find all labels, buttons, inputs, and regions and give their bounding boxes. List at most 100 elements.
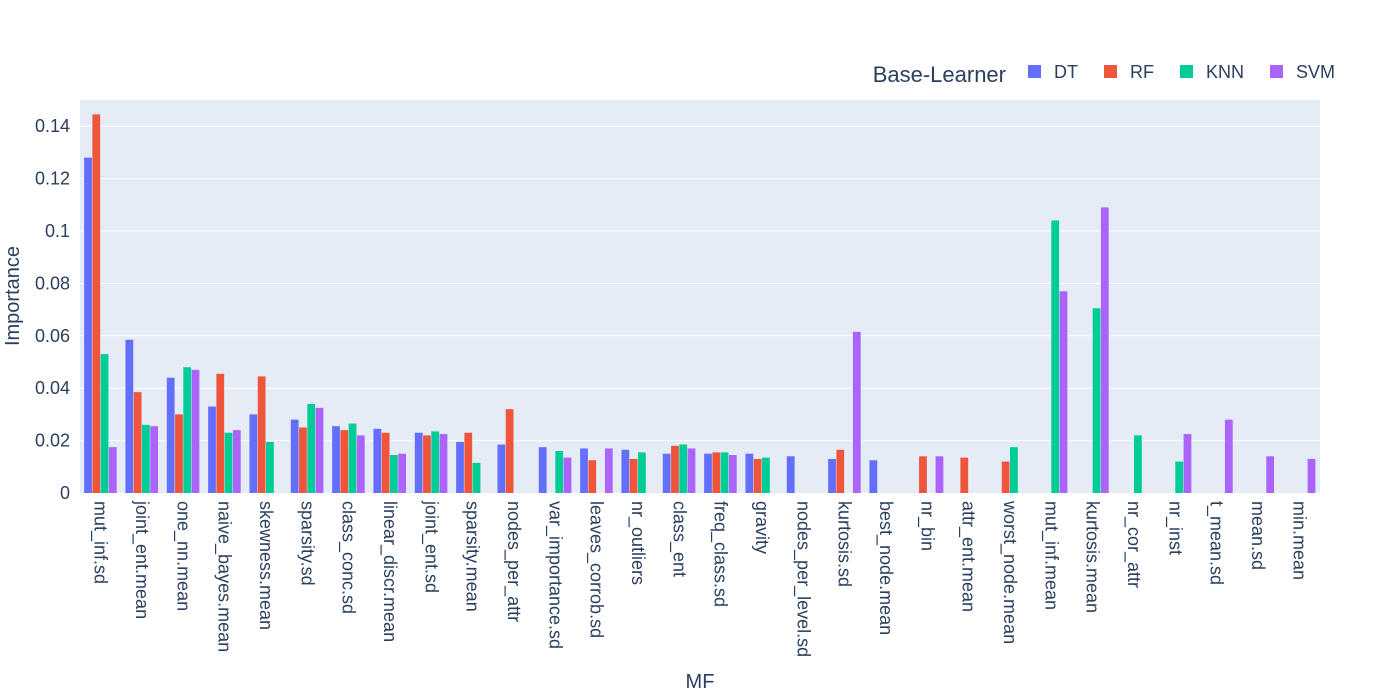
bar-rf-class-conc-sd[interactable] <box>340 430 349 493</box>
bar-svm-joint-ent-mean[interactable] <box>150 426 159 493</box>
bar-dt-mut-inf-sd[interactable] <box>84 157 92 493</box>
bar-dt-kurtosis-sd[interactable] <box>828 458 836 493</box>
bar-dt-var-importance-sd[interactable] <box>538 447 547 493</box>
y-tick-label: 0.12 <box>35 169 70 189</box>
bar-dt-skewness-mean[interactable] <box>249 414 258 493</box>
bar-dt-nodes-per-attr[interactable] <box>497 444 506 493</box>
bar-rf-nodes-per-attr[interactable] <box>505 409 514 493</box>
bar-dt-class-ent[interactable] <box>662 453 671 493</box>
legend-label[interactable]: RF <box>1130 62 1154 82</box>
bar-rf-leaves-corrob-sd[interactable] <box>588 460 597 493</box>
bar-rf-joint-ent-mean[interactable] <box>133 392 142 493</box>
x-axis-ticks: mut_inf.sd joint_ent.mean one_nn.mean naive… <box>90 500 1310 657</box>
bar-dt-leaves-corrob-sd[interactable] <box>580 448 588 493</box>
bar-rf-naive-bayes-mean[interactable] <box>216 373 225 493</box>
bar-knn-class-conc-sd[interactable] <box>348 423 357 493</box>
bar-knn-worst-node-mean[interactable] <box>1010 447 1018 493</box>
y-tick-label: 0.14 <box>35 116 70 136</box>
bar-rf-skewness-mean[interactable] <box>257 376 266 493</box>
bar-knn-var-importance-sd[interactable] <box>555 451 564 493</box>
bar-knn-kurtosis-mean[interactable] <box>1092 308 1101 493</box>
x-tick-label: nr_bin <box>916 501 937 551</box>
bar-rf-sparsity-mean[interactable] <box>464 432 473 493</box>
bar-knn-skewness-mean[interactable] <box>266 441 274 493</box>
bar-knn-one-nn-mean[interactable] <box>183 367 192 493</box>
bar-knn-gravity[interactable] <box>762 457 770 493</box>
bar-svm-naive-bayes-mean[interactable] <box>232 430 241 493</box>
x-tick-label: attr_ent.mean <box>958 501 979 612</box>
bar-svm-kurtosis-sd[interactable] <box>852 331 861 493</box>
bar-rf-freq-class-sd[interactable] <box>712 452 721 493</box>
bar-dt-joint-ent-mean[interactable] <box>125 339 134 493</box>
bar-knn-mut-inf-mean[interactable] <box>1051 220 1060 493</box>
bar-knn-mut-inf-sd[interactable] <box>100 354 109 493</box>
bar-svm-var-importance-sd[interactable] <box>563 457 572 493</box>
bar-svm-sparsity-sd[interactable] <box>315 407 324 493</box>
bar-dt-freq-class-sd[interactable] <box>704 453 712 493</box>
bar-dt-sparsity-sd[interactable] <box>290 419 299 493</box>
bar-svm-min-mean[interactable] <box>1307 458 1316 493</box>
bar-svm-linear-discr-mean[interactable] <box>398 453 407 493</box>
bar-dt-best-node-mean[interactable] <box>869 460 878 493</box>
legend[interactable]: Base-Learner DT RF KNN SVM <box>873 62 1335 87</box>
bar-dt-linear-discr-mean[interactable] <box>373 428 382 493</box>
bar-rf-kurtosis-sd[interactable] <box>836 449 845 493</box>
bar-svm-joint-ent-sd[interactable] <box>439 434 448 493</box>
bar-knn-nr-cor-attr[interactable] <box>1134 435 1142 493</box>
bar-rf-nr-bin[interactable] <box>919 456 927 493</box>
bar-knn-class-ent[interactable] <box>679 444 688 493</box>
x-tick-label: one_nn.mean <box>172 501 193 611</box>
bar-dt-joint-ent-sd[interactable] <box>414 432 423 493</box>
legend-label[interactable]: SVM <box>1296 62 1335 82</box>
bar-dt-sparsity-mean[interactable] <box>456 441 464 493</box>
bar-knn-naive-bayes-mean[interactable] <box>224 432 233 493</box>
x-tick-label: class_ent <box>668 501 689 577</box>
bar-knn-nr-inst[interactable] <box>1175 461 1184 493</box>
bar-svm-nr-inst[interactable] <box>1183 434 1192 493</box>
bar-rf-class-ent[interactable] <box>671 445 679 493</box>
bar-svm-one-nn-mean[interactable] <box>191 369 200 493</box>
bar-svm-freq-class-sd[interactable] <box>728 455 737 493</box>
bar-rf-worst-node-mean[interactable] <box>1001 461 1010 493</box>
bar-rf-linear-discr-mean[interactable] <box>381 432 390 493</box>
legend-label[interactable]: KNN <box>1206 62 1244 82</box>
bar-svm-mut-inf-mean[interactable] <box>1059 291 1068 493</box>
bar-knn-freq-class-sd[interactable] <box>720 452 729 493</box>
legend-label[interactable]: DT <box>1054 62 1078 82</box>
bar-knn-sparsity-mean[interactable] <box>472 462 481 493</box>
bar-svm-class-ent[interactable] <box>687 448 696 493</box>
legend-swatch <box>1028 65 1041 78</box>
legend-swatch <box>1104 65 1117 78</box>
bar-knn-joint-ent-mean[interactable] <box>142 424 150 493</box>
bar-rf-mut-inf-sd[interactable] <box>92 114 101 493</box>
bar-knn-nr-outliers[interactable] <box>638 452 646 493</box>
bar-dt-class-conc-sd[interactable] <box>332 426 340 493</box>
bar-svm-t-mean-sd[interactable] <box>1224 419 1233 493</box>
bar-svm-mut-inf-sd[interactable] <box>108 447 117 493</box>
bar-rf-nr-outliers[interactable] <box>629 458 638 493</box>
x-tick-label: nr_inst <box>1164 501 1185 555</box>
bar-rf-attr-ent-mean[interactable] <box>960 457 969 493</box>
bar-dt-nr-outliers[interactable] <box>621 449 630 493</box>
bar-svm-mean-sd[interactable] <box>1266 456 1275 493</box>
bar-dt-nodes-per-level-sd[interactable] <box>786 456 795 493</box>
bar-svm-leaves-corrob-sd[interactable] <box>604 448 613 493</box>
y-tick-label: 0 <box>60 483 70 503</box>
bar-knn-joint-ent-sd[interactable] <box>431 431 440 493</box>
bar-rf-sparsity-sd[interactable] <box>299 427 307 494</box>
bar-svm-kurtosis-mean[interactable] <box>1100 207 1109 494</box>
bar-knn-sparsity-sd[interactable] <box>307 403 316 493</box>
bar-knn-linear-discr-mean[interactable] <box>390 455 398 493</box>
bar-dt-naive-bayes-mean[interactable] <box>208 406 216 493</box>
bar-svm-class-conc-sd[interactable] <box>356 435 365 493</box>
bar-dt-gravity[interactable] <box>745 453 754 493</box>
bar-rf-one-nn-mean[interactable] <box>175 414 183 493</box>
x-tick-label: leaves_corrob.sd <box>586 501 607 638</box>
x-tick-label: nodes_per_level.sd <box>792 501 813 657</box>
bar-rf-joint-ent-sd[interactable] <box>423 435 431 493</box>
x-tick-label: class_conc.sd <box>338 501 359 614</box>
bar-dt-one-nn-mean[interactable] <box>166 377 175 493</box>
bar-rf-gravity[interactable] <box>753 458 762 493</box>
bar-svm-nr-bin[interactable] <box>935 456 944 493</box>
